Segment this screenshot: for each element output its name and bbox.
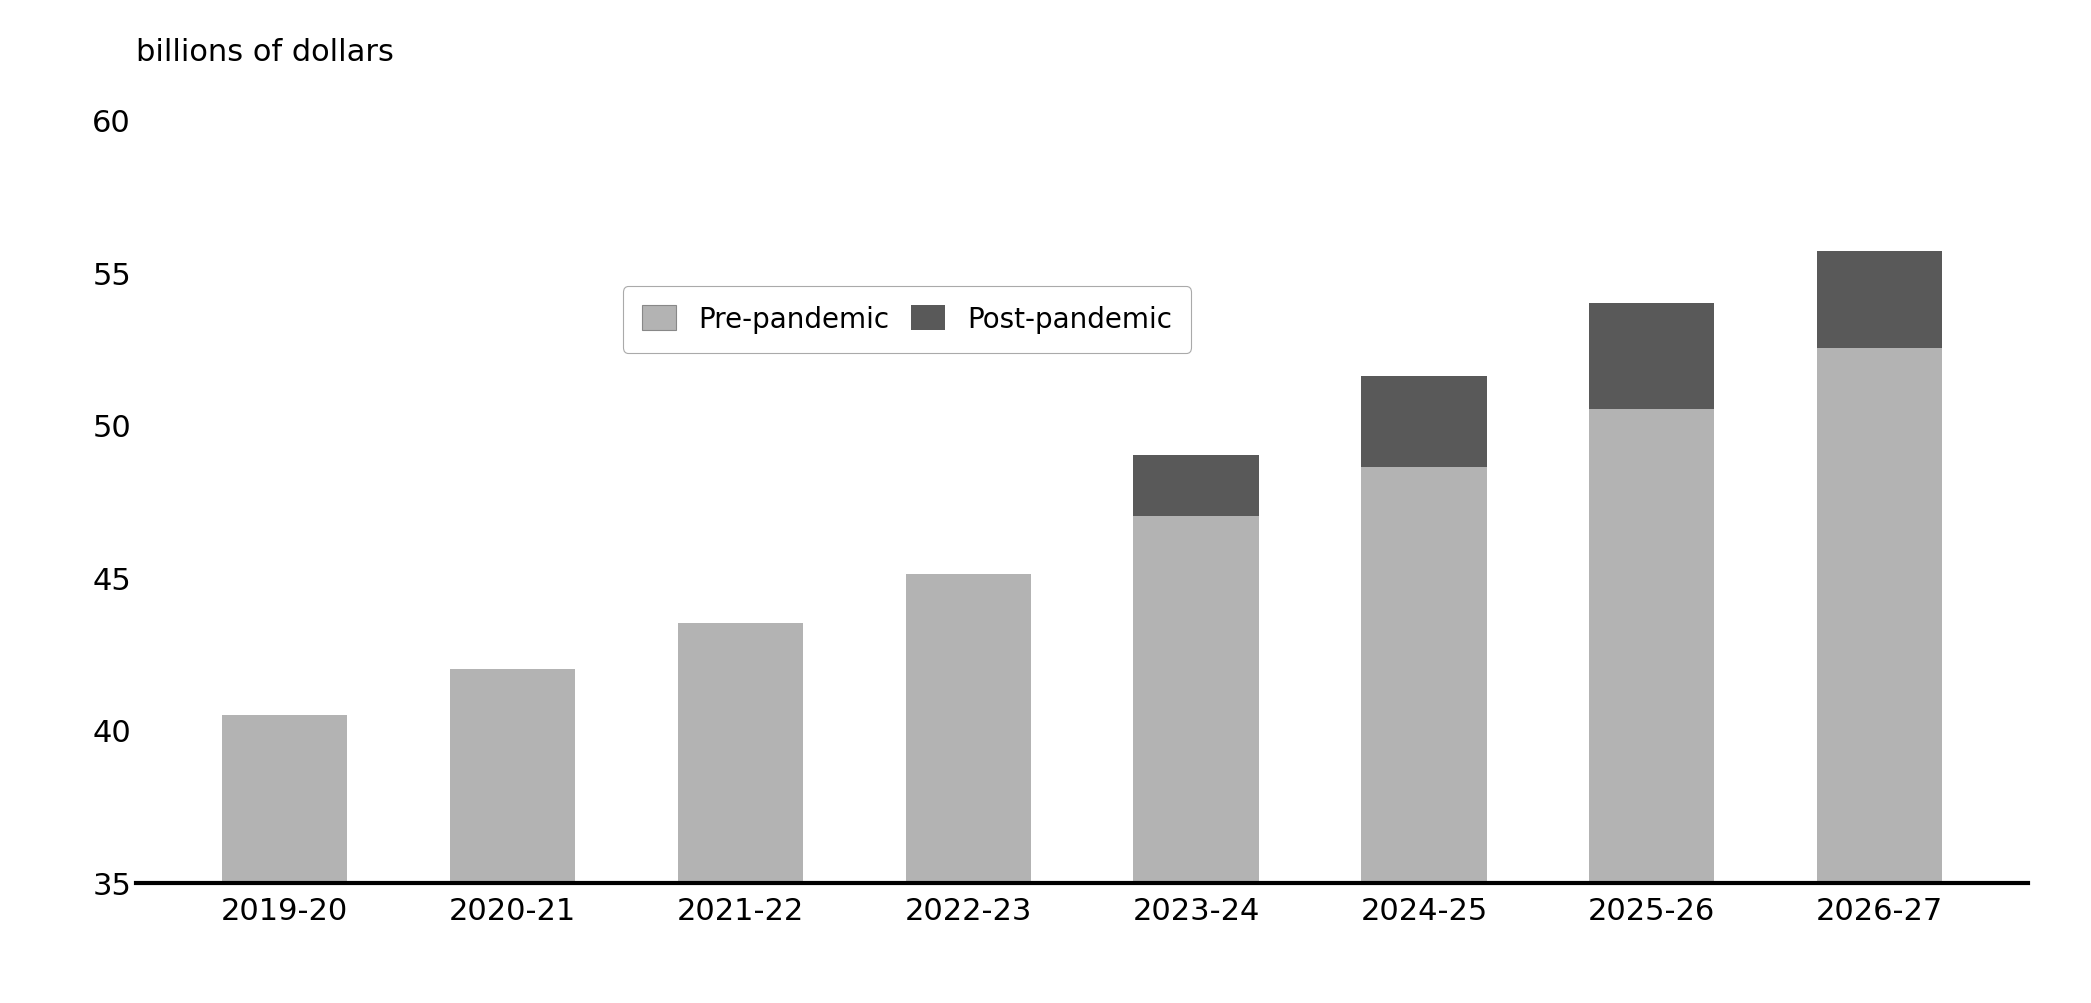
Bar (222, 715, 347, 883)
Bar (1817, 252, 1943, 349)
Legend: Pre-pandemic, Post-pandemic: Pre-pandemic, Post-pandemic (623, 287, 1192, 353)
Bar (1133, 517, 1259, 883)
Bar (1133, 455, 1259, 517)
Bar (1361, 376, 1487, 468)
Bar (450, 669, 575, 883)
Bar (1589, 303, 1715, 410)
Bar (905, 575, 1031, 883)
Text: billions of dollars: billions of dollars (136, 38, 393, 67)
Bar (1817, 349, 1943, 883)
Bar (677, 624, 803, 883)
Bar (1361, 468, 1487, 883)
Bar (1589, 410, 1715, 883)
